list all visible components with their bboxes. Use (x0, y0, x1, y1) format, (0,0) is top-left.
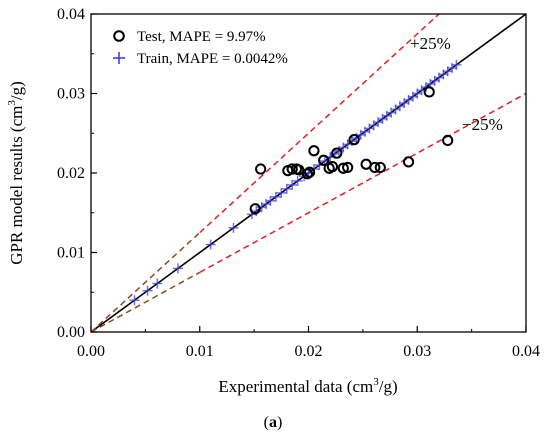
test-point (286, 163, 298, 175)
test-point (402, 156, 415, 168)
x-tick-label: 0.02 (295, 343, 323, 360)
test-point (303, 166, 316, 178)
x-axis-title: Experimental data (cm3/g) (218, 376, 397, 396)
test-point (255, 163, 267, 175)
train-point (281, 183, 292, 194)
legend-train-label: Train, MAPE = 0.0042% (137, 51, 288, 67)
annotation-minus-25: −25% (462, 115, 503, 134)
train-point (292, 175, 303, 186)
reference-line-minus25 (199, 92, 527, 274)
test-point (249, 203, 261, 215)
legend: Test, MAPE = 9.97% Train, MAPE = 0.0042% (113, 29, 288, 67)
train-point (265, 195, 276, 206)
test-point (374, 161, 386, 174)
test-point (331, 147, 343, 159)
train-point (287, 179, 298, 190)
test-point (348, 134, 360, 146)
legend-test-label: Test, MAPE = 9.97% (137, 29, 266, 45)
train-point (270, 191, 281, 202)
reference-line-plus25 (199, 13, 440, 234)
train-point (152, 278, 163, 289)
figure-caption: (a) (264, 414, 283, 431)
y-tick-label: 0.02 (57, 165, 85, 182)
test-point (337, 162, 349, 174)
y-tick-label: 0.01 (57, 245, 85, 262)
train-point (142, 285, 153, 296)
train-point (228, 222, 239, 233)
y-axis-title: GPR model results (cm3/g) (6, 81, 26, 265)
x-tick-label: 0.04 (512, 343, 540, 360)
train-point (129, 295, 140, 306)
test-point (423, 86, 435, 98)
test-point (301, 168, 314, 180)
train-point (173, 263, 183, 274)
legend-test-marker (113, 30, 125, 42)
y-tick-label: 0.04 (57, 6, 85, 23)
test-point (326, 161, 339, 173)
x-tick-label: 0.03 (403, 343, 431, 360)
reference-line-minus25-lower (90, 271, 201, 333)
test-point (318, 154, 330, 166)
test-point (293, 164, 305, 176)
test-point (369, 161, 381, 174)
test-point (342, 161, 354, 174)
test-point (308, 145, 320, 157)
y-tick-label: 0.00 (57, 324, 85, 341)
reference-line-plus25-lower (90, 232, 201, 333)
train-point (276, 187, 287, 198)
plot-layer (90, 13, 527, 333)
legend-train-marker (113, 52, 125, 64)
train-point (451, 59, 462, 70)
x-tick-label: 0.01 (186, 343, 214, 360)
y-tick-label: 0.03 (57, 86, 85, 103)
x-tick-label: 0.00 (77, 343, 105, 360)
ticks-layer: 0.00 0.01 0.02 0.03 0.04 0.00 0.01 0.02 0.03 0.04 (57, 6, 540, 360)
train-point (205, 239, 216, 250)
annotation-plus-25: +25% (410, 34, 451, 53)
test-point (442, 134, 454, 147)
